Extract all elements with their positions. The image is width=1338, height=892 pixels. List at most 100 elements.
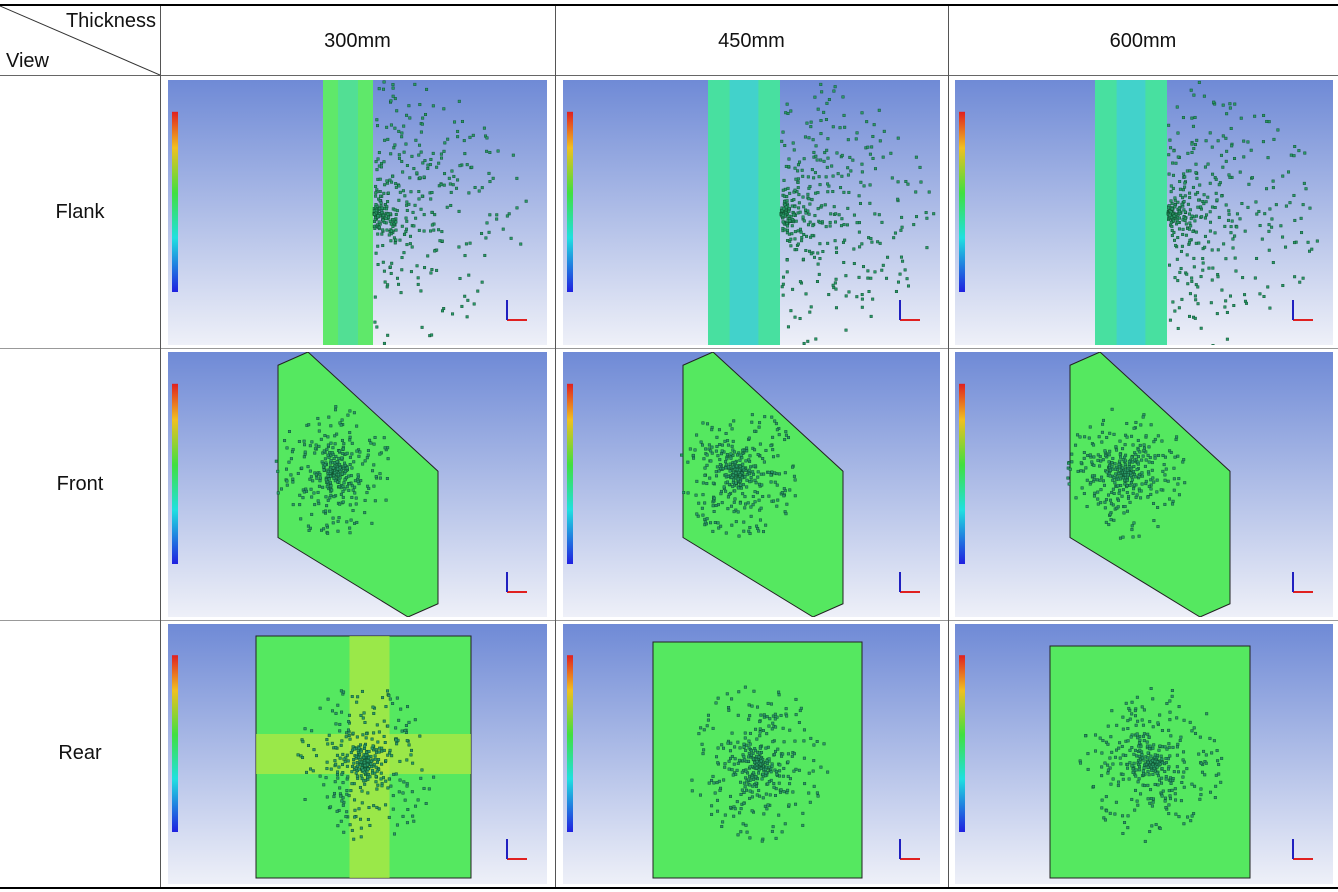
fragment: [367, 759, 370, 762]
fragment: [744, 732, 747, 735]
fragment: [1131, 528, 1134, 531]
fragment: [441, 230, 444, 233]
fragment: [856, 132, 859, 135]
fragment: [1126, 484, 1129, 487]
fragment: [332, 522, 335, 525]
fragment: [739, 465, 742, 468]
fragment: [715, 702, 718, 705]
fragment: [399, 239, 402, 242]
fragment: [307, 744, 310, 747]
fragment: [766, 762, 769, 765]
fragment: [1152, 801, 1155, 804]
fragment: [717, 522, 720, 525]
fragment: [793, 475, 796, 478]
fragment: [746, 831, 749, 834]
fragment: [1225, 112, 1228, 115]
fragment: [1209, 737, 1212, 740]
fragment: [1130, 736, 1133, 739]
fragment: [1112, 488, 1115, 491]
fragment: [749, 732, 752, 735]
fragment: [341, 473, 344, 476]
fragment: [715, 475, 718, 478]
fragment: [1099, 455, 1102, 458]
fragment: [764, 768, 767, 771]
fragment: [736, 454, 739, 457]
fragment: [379, 195, 382, 198]
fragment: [1167, 768, 1170, 771]
fragment: [331, 710, 334, 713]
fragment: [335, 723, 338, 726]
fragment: [726, 439, 729, 442]
fragment: [797, 243, 800, 246]
fragment: [730, 453, 733, 456]
column-rule: [948, 6, 949, 887]
fragment: [1134, 709, 1137, 712]
fragment: [1147, 470, 1150, 473]
fragment: [786, 259, 789, 262]
fragment: [423, 787, 426, 790]
fragment: [748, 704, 751, 707]
fragment: [406, 821, 409, 824]
fragment: [770, 771, 773, 774]
fragment: [1250, 149, 1253, 152]
fragment: [712, 530, 715, 533]
fragment: [437, 162, 440, 165]
fragment: [837, 172, 840, 175]
fragment: [804, 136, 807, 139]
fragment: [1136, 468, 1139, 471]
fragment: [405, 143, 408, 146]
fragment: [770, 481, 773, 484]
fragment: [873, 123, 876, 126]
fragment: [839, 126, 842, 128]
fragment: [1106, 764, 1109, 767]
fragment: [399, 779, 402, 782]
fragment: [1101, 752, 1104, 755]
fragment: [790, 245, 793, 248]
fragment: [768, 758, 771, 761]
fragment: [344, 488, 347, 491]
fragment: [1109, 812, 1112, 815]
fragment: [748, 740, 751, 743]
fragment: [795, 698, 798, 701]
fragment: [689, 448, 692, 451]
fragment: [1219, 781, 1222, 784]
fragment: [277, 492, 280, 495]
fragment: [835, 306, 838, 309]
fragment: [776, 505, 779, 508]
fragment: [333, 457, 336, 460]
fragment: [752, 778, 755, 781]
fragment: [1217, 140, 1220, 143]
fragment: [1131, 525, 1134, 528]
fragment: [1128, 707, 1131, 710]
fragment: [488, 172, 491, 175]
fragment: [807, 193, 810, 196]
fragment: [805, 293, 808, 296]
fragment: [359, 451, 362, 454]
fragment: [351, 442, 354, 445]
fragment: [347, 776, 350, 779]
fragment: [398, 791, 401, 794]
fragment: [757, 789, 760, 792]
fragment: [867, 277, 870, 280]
fragment: [780, 755, 783, 758]
fragment: [409, 177, 412, 180]
fragment: [365, 751, 368, 754]
fragment: [327, 499, 330, 502]
fragment: [1141, 754, 1144, 757]
fragment: [310, 729, 313, 732]
fragment: [406, 759, 409, 762]
fragment: [1164, 503, 1167, 506]
fragment: [745, 770, 748, 773]
fragment: [774, 794, 777, 797]
fragment: [1118, 460, 1121, 463]
fragment: [402, 792, 405, 795]
fragment: [896, 198, 899, 201]
fragment: [1143, 732, 1146, 735]
fragment: [1127, 826, 1130, 829]
fragment: [425, 802, 428, 805]
fragment: [349, 738, 352, 741]
fragment: [1171, 225, 1174, 228]
fragment: [337, 704, 340, 707]
fragment: [702, 749, 705, 752]
fragment: [1105, 521, 1108, 524]
